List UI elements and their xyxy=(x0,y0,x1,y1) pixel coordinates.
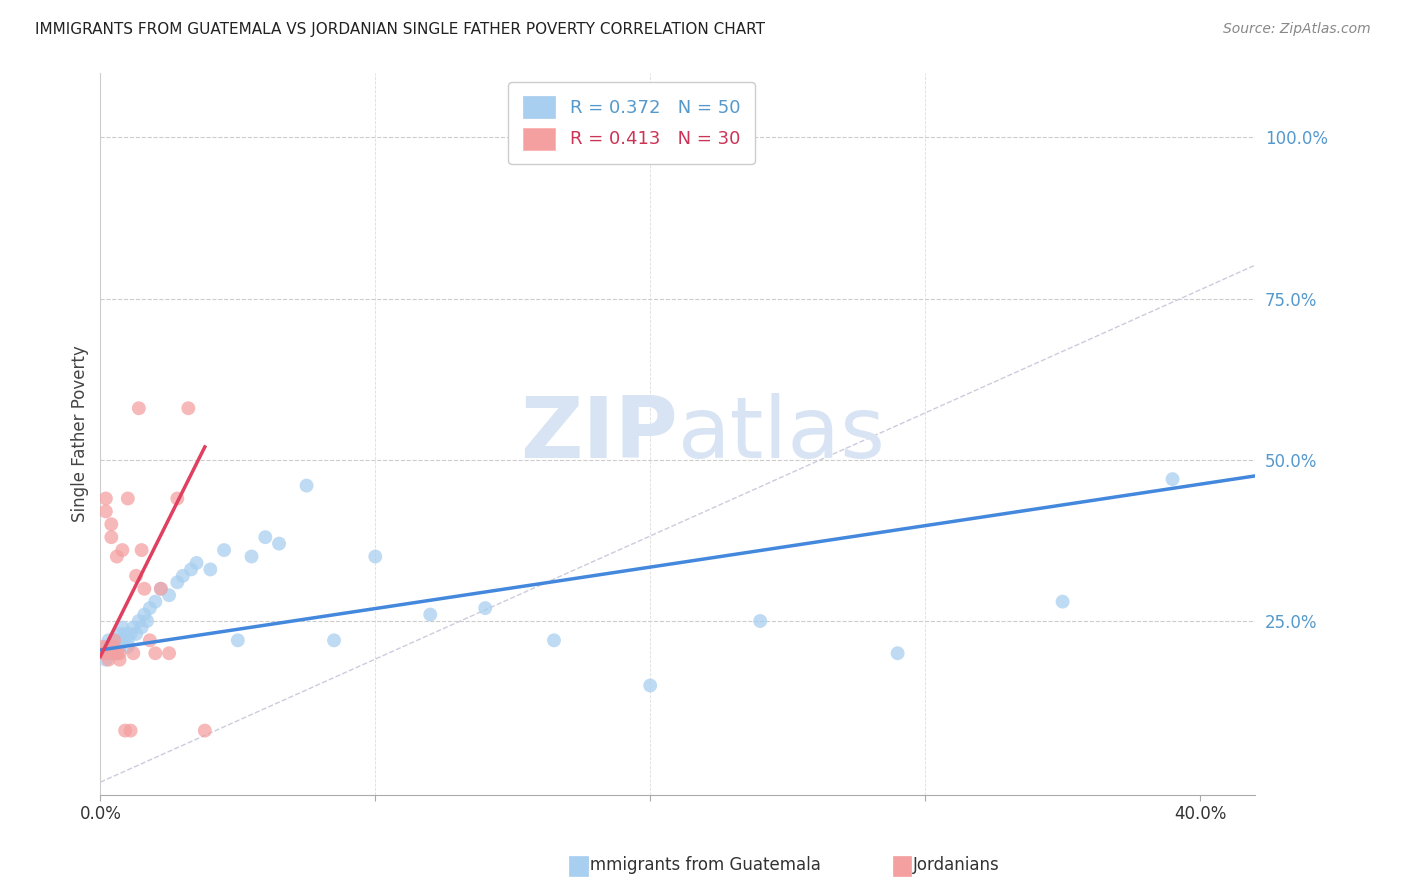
Point xyxy=(108,640,131,654)
Point xyxy=(128,614,150,628)
Point xyxy=(105,549,128,564)
Point xyxy=(94,640,117,654)
Text: IMMIGRANTS FROM GUATEMALA VS JORDANIAN SINGLE FATHER POVERTY CORRELATION CHART: IMMIGRANTS FROM GUATEMALA VS JORDANIAN S… xyxy=(35,22,765,37)
Point xyxy=(254,530,277,544)
Point xyxy=(108,653,131,667)
Point xyxy=(97,646,120,660)
Y-axis label: Single Father Poverty: Single Father Poverty xyxy=(72,345,89,523)
Point xyxy=(108,646,131,660)
Point xyxy=(94,653,117,667)
Point xyxy=(131,543,153,558)
Text: Immigrants from Guatemala: Immigrants from Guatemala xyxy=(585,856,821,874)
Point xyxy=(749,614,772,628)
Point xyxy=(122,620,145,634)
Point xyxy=(143,646,166,660)
Point xyxy=(267,536,290,550)
Point xyxy=(139,601,162,615)
Point xyxy=(166,575,188,590)
Point xyxy=(419,607,441,622)
Point xyxy=(1052,594,1074,608)
Point xyxy=(543,633,565,648)
Point xyxy=(134,607,156,622)
Point xyxy=(136,614,159,628)
Point xyxy=(1161,472,1184,486)
Point xyxy=(194,723,217,738)
Point xyxy=(122,646,145,660)
Point xyxy=(149,582,172,596)
Point xyxy=(111,543,134,558)
Point xyxy=(180,562,202,576)
Point xyxy=(103,633,125,648)
Point xyxy=(117,640,139,654)
Text: atlas: atlas xyxy=(678,392,886,475)
Point xyxy=(100,530,122,544)
Point xyxy=(323,633,346,648)
Legend: R = 0.372   N = 50, R = 0.413   N = 30: R = 0.372 N = 50, R = 0.413 N = 30 xyxy=(509,82,755,164)
Point xyxy=(295,478,318,492)
Point xyxy=(364,549,387,564)
Point xyxy=(105,646,128,660)
Point xyxy=(134,582,156,596)
Point xyxy=(157,646,180,660)
Point xyxy=(172,569,194,583)
Point xyxy=(177,401,200,416)
Point xyxy=(105,633,128,648)
Point xyxy=(638,678,661,692)
Text: ZIP: ZIP xyxy=(520,392,678,475)
Point xyxy=(139,633,162,648)
Point xyxy=(91,646,114,660)
Point xyxy=(166,491,188,506)
Point xyxy=(94,504,117,518)
Point xyxy=(111,633,134,648)
Point xyxy=(149,582,172,596)
Point xyxy=(111,620,134,634)
Point xyxy=(100,646,122,660)
Point xyxy=(212,543,235,558)
Point xyxy=(125,569,148,583)
Point xyxy=(108,627,131,641)
Point xyxy=(103,633,125,648)
Point xyxy=(97,653,120,667)
Point xyxy=(200,562,222,576)
Point xyxy=(886,646,908,660)
Point xyxy=(97,633,120,648)
Point xyxy=(125,627,148,641)
Point xyxy=(474,601,496,615)
Point xyxy=(240,549,263,564)
Point xyxy=(105,646,128,660)
Point xyxy=(100,640,122,654)
Text: Source: ZipAtlas.com: Source: ZipAtlas.com xyxy=(1223,22,1371,37)
Point xyxy=(117,491,139,506)
Point xyxy=(120,723,142,738)
Point xyxy=(131,620,153,634)
Point xyxy=(143,594,166,608)
Point xyxy=(100,517,122,532)
Point xyxy=(157,588,180,602)
Point xyxy=(114,723,136,738)
Text: Jordanians: Jordanians xyxy=(912,856,1000,874)
Point xyxy=(186,556,208,570)
Point xyxy=(120,627,142,641)
Point xyxy=(103,640,125,654)
Point xyxy=(117,633,139,648)
Point xyxy=(103,640,125,654)
Point xyxy=(114,627,136,641)
Point xyxy=(97,646,120,660)
Point xyxy=(91,646,114,660)
Point xyxy=(226,633,249,648)
Point xyxy=(91,640,114,654)
Point xyxy=(94,491,117,506)
Point xyxy=(128,401,150,416)
